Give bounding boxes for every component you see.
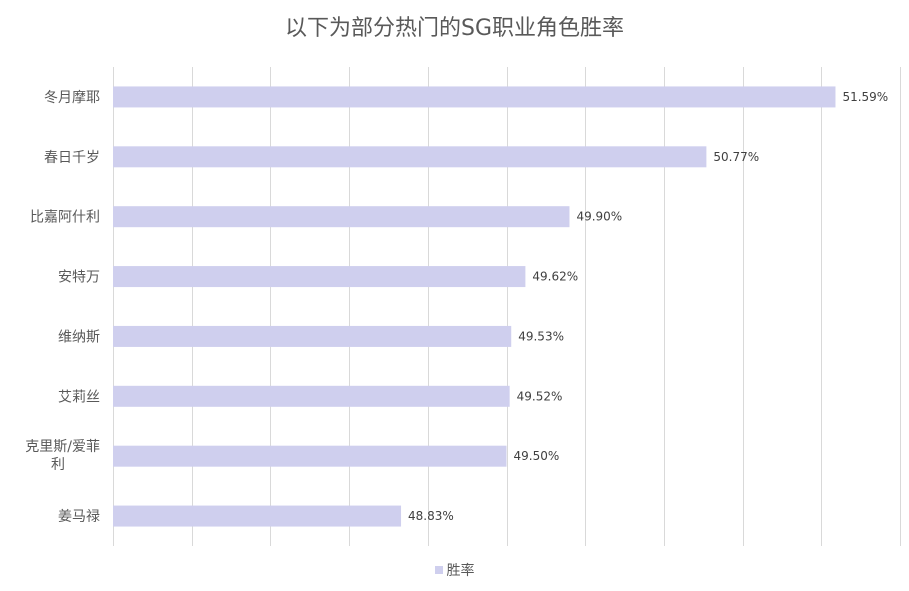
category-label: 春日千岁 (44, 150, 100, 166)
legend: 胜率 (0, 560, 909, 580)
legend-label: 胜率 (446, 563, 475, 579)
value-label: 48.83% (408, 509, 454, 523)
bar (113, 445, 507, 467)
category-label: 克里斯/爱菲利 (25, 439, 100, 473)
category-label-line: 利 (51, 457, 65, 473)
bar (113, 325, 512, 347)
category-label: 冬月摩耶 (44, 89, 100, 106)
category-label: 维纳斯 (58, 329, 100, 345)
category-label: 安特万 (58, 270, 100, 286)
bar (113, 385, 510, 407)
bar (113, 146, 707, 168)
bar (113, 505, 402, 527)
bar (113, 206, 570, 228)
value-label: 49.50% (514, 449, 560, 463)
bar (113, 86, 836, 108)
value-label: 51.59% (842, 90, 888, 104)
category-label: 艾莉丝 (58, 389, 100, 405)
category-label: 比嘉阿什利 (30, 210, 100, 226)
bar (113, 266, 526, 288)
value-label: 49.62% (532, 270, 578, 284)
value-label: 49.53% (518, 329, 564, 343)
category-label-line: 克里斯/爱菲 (25, 439, 100, 455)
chart-title: 以下为部分热门的SG职业角色胜率 (284, 16, 624, 41)
legend-swatch (434, 566, 443, 574)
value-label: 49.52% (517, 389, 563, 403)
value-label: 49.90% (576, 210, 622, 224)
category-label: 姜马禄 (58, 509, 100, 525)
value-label: 50.77% (713, 150, 759, 164)
